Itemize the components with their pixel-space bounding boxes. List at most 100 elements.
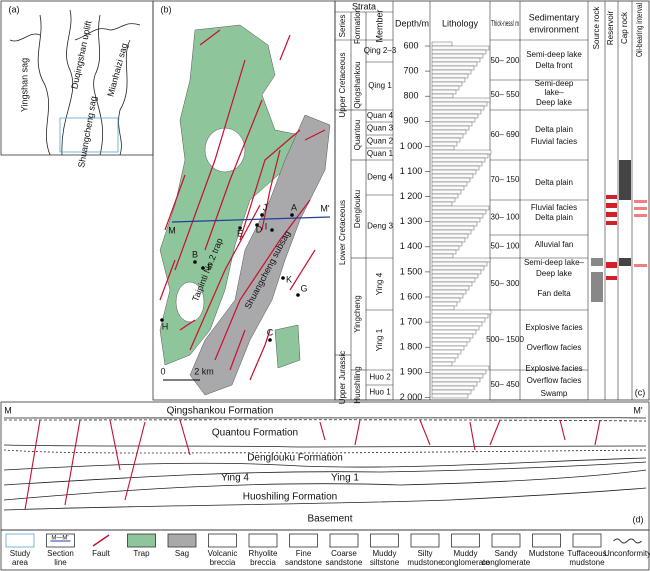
well xyxy=(238,226,242,230)
lithology-bed xyxy=(431,361,453,367)
environment-label: Overflow facies xyxy=(527,343,582,352)
thickness-label: 50– 450 xyxy=(491,380,520,389)
environment-label: Semi-deep lake– xyxy=(524,258,585,267)
header: Series xyxy=(338,15,347,38)
lithology-bed xyxy=(431,61,478,67)
lithology-bed xyxy=(431,121,473,127)
lithology-bed xyxy=(431,105,485,111)
lithology-bed xyxy=(431,181,468,187)
lithology-bed xyxy=(431,257,491,263)
legend-label: Muddy xyxy=(453,549,477,558)
well xyxy=(290,213,294,217)
header: Source rock xyxy=(592,6,601,50)
lithology-bed xyxy=(431,245,460,251)
well-label: J xyxy=(263,202,268,212)
indicator-bars xyxy=(591,160,647,302)
depth-label: 1 000 xyxy=(400,141,423,151)
legend-label: Mudstone xyxy=(529,549,565,558)
thickness-label: 70– 150 xyxy=(491,175,520,184)
panel-label: (a) xyxy=(9,4,20,14)
header: Formation xyxy=(353,8,362,44)
lithology-bed xyxy=(431,89,457,95)
lithology-bed xyxy=(431,145,455,151)
lithology-bed xyxy=(431,69,472,75)
legend-swatch xyxy=(329,533,359,548)
legend-swatch xyxy=(451,533,480,548)
lithology-bed xyxy=(431,305,455,311)
lithology-bed xyxy=(431,157,486,163)
header: Strata xyxy=(352,1,376,11)
environment-label: Swamp xyxy=(541,389,568,398)
well xyxy=(201,266,205,270)
lithology-bed xyxy=(431,85,460,91)
lithology-bed xyxy=(431,289,467,295)
section-label: M' xyxy=(320,203,329,213)
legend-label: area xyxy=(12,558,29,567)
legend-swatch xyxy=(5,533,35,548)
legend-label: Sag xyxy=(175,549,189,558)
lithology-bed xyxy=(431,317,486,323)
lithology-bed xyxy=(431,297,461,303)
lithology-bed xyxy=(431,129,467,135)
header: Oil-bearing interval xyxy=(635,3,644,57)
legend-swatch xyxy=(248,533,278,548)
lithology-bed xyxy=(431,381,478,387)
lithology-bed xyxy=(431,365,490,371)
lithology-bed xyxy=(431,213,484,219)
well xyxy=(296,293,300,297)
legend-label: Coarse xyxy=(331,549,357,558)
lithology-bed xyxy=(431,77,466,83)
panel-b-map xyxy=(159,24,331,396)
lithology-column xyxy=(431,41,492,399)
lithology-bed xyxy=(431,353,459,359)
lithology-bed xyxy=(431,321,483,327)
well xyxy=(260,213,264,217)
member-label: Quan 3 xyxy=(367,124,394,133)
lithology-bed xyxy=(431,393,469,399)
member-label: Quan 4 xyxy=(367,111,394,120)
lithology-bed xyxy=(431,325,480,331)
member-label: Qing 2–3 xyxy=(364,46,397,55)
lithology-bed xyxy=(431,101,488,107)
lithology-bed xyxy=(431,81,463,87)
depth-label: 1 900 xyxy=(400,367,423,377)
well-label: E xyxy=(237,228,243,238)
well xyxy=(255,223,259,227)
legend-label: line xyxy=(54,558,67,567)
legend-swatch xyxy=(613,538,642,544)
depth-label: 900 xyxy=(403,116,418,126)
lithology-bed xyxy=(431,373,484,379)
area-label: Duqingshan uplift xyxy=(69,19,93,90)
scale-label: 2 km xyxy=(194,366,214,376)
lithology-bed xyxy=(431,197,456,203)
well xyxy=(281,276,285,280)
section-end: M' xyxy=(633,405,642,415)
lithology-bed xyxy=(431,225,475,231)
section-end: M xyxy=(4,405,12,415)
lithology-bed xyxy=(431,177,471,183)
thickness-label: 50– 300 xyxy=(491,279,520,288)
legend-label: breccia xyxy=(250,558,276,567)
series-label: Lower Cretaceous xyxy=(338,200,347,265)
environment-label: Fan delta xyxy=(537,289,571,298)
legend-swatch xyxy=(289,533,318,548)
lithology-bed xyxy=(431,241,463,247)
lithology-bed xyxy=(431,217,481,223)
legend-swatch xyxy=(167,533,197,548)
lithology-bed xyxy=(431,265,485,271)
lithology-bed xyxy=(431,73,469,79)
series-label: Upper Cretaceous xyxy=(338,53,347,118)
unit-label: Quantou Formation xyxy=(212,428,298,439)
thickness-label: 30– 100 xyxy=(491,213,520,222)
well xyxy=(268,338,272,342)
lithology-bed xyxy=(431,93,454,99)
lithology-bed xyxy=(431,109,482,115)
header: environment xyxy=(529,24,579,34)
member-label: Huo 2 xyxy=(369,373,391,382)
legend-label: mudstone xyxy=(569,558,605,567)
formation-label: Quantou xyxy=(353,120,362,151)
depth-label: 2 000 xyxy=(400,392,423,402)
depth-label: 1 700 xyxy=(400,316,423,326)
formation-label: Yingcheng xyxy=(353,295,362,333)
